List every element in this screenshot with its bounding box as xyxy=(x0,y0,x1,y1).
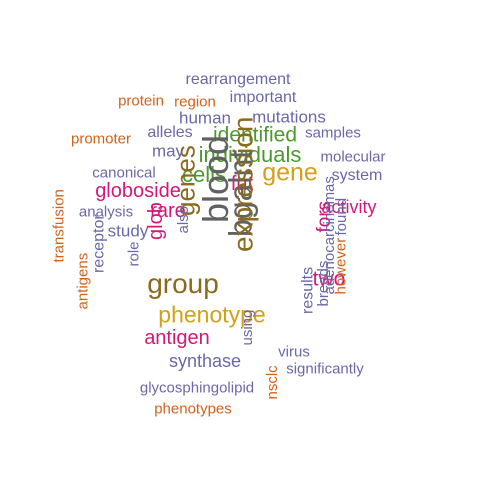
word-mutations: mutations xyxy=(252,107,326,127)
word-however: however xyxy=(332,237,350,295)
word-alleles: alleles xyxy=(147,124,193,141)
word-virus: virus xyxy=(278,343,310,361)
word-identified: identified xyxy=(212,123,298,147)
word-results: results xyxy=(299,266,317,314)
word-analysis: analysis xyxy=(78,203,134,221)
word-may: may xyxy=(151,141,185,161)
word-human: human xyxy=(179,108,231,128)
word-also: also xyxy=(175,205,193,234)
word-using: using xyxy=(239,309,257,346)
word-system: system xyxy=(331,167,383,184)
word-breeds: breeds xyxy=(315,260,333,307)
word-region: region xyxy=(174,93,216,111)
word-molecular: molecular xyxy=(320,148,386,166)
word-two: two xyxy=(312,267,346,291)
word-samples: samples xyxy=(305,124,361,142)
word-phenotypes: phenotypes xyxy=(154,400,232,418)
word-gene: gene xyxy=(262,158,318,187)
word-antigens: antigens xyxy=(74,252,92,310)
word-nsclc: nsclc xyxy=(263,365,281,400)
word-synthase: synthase xyxy=(168,351,242,371)
word-globoside: globoside xyxy=(95,180,181,202)
word-rare: rare xyxy=(150,200,186,222)
word-activity: activity xyxy=(321,197,377,217)
word-glob: glob xyxy=(145,202,168,240)
word-important: important xyxy=(229,89,297,106)
word-transfusion: transfusion xyxy=(50,189,68,263)
word-canonical: canonical xyxy=(92,164,156,182)
word-study: study xyxy=(107,221,149,241)
word-role: role xyxy=(125,241,143,267)
word-cells: cells xyxy=(181,162,227,187)
word-fut: fut xyxy=(230,173,254,195)
word-rearrangement: rearrangement xyxy=(185,71,291,88)
word-expression: expression xyxy=(227,116,259,252)
word-antigen: antigen xyxy=(144,327,210,349)
word-receptor: receptor xyxy=(90,214,108,273)
word-phenotype: phenotype xyxy=(158,301,266,328)
word-protein: protein xyxy=(118,92,164,110)
word-glycosphingolipid: glycosphingolipid xyxy=(139,379,255,397)
word-promoter: promoter xyxy=(70,130,132,148)
word-individuals: individuals xyxy=(198,142,302,167)
word-significantly: significantly xyxy=(286,360,364,378)
word-group: group xyxy=(147,268,219,299)
